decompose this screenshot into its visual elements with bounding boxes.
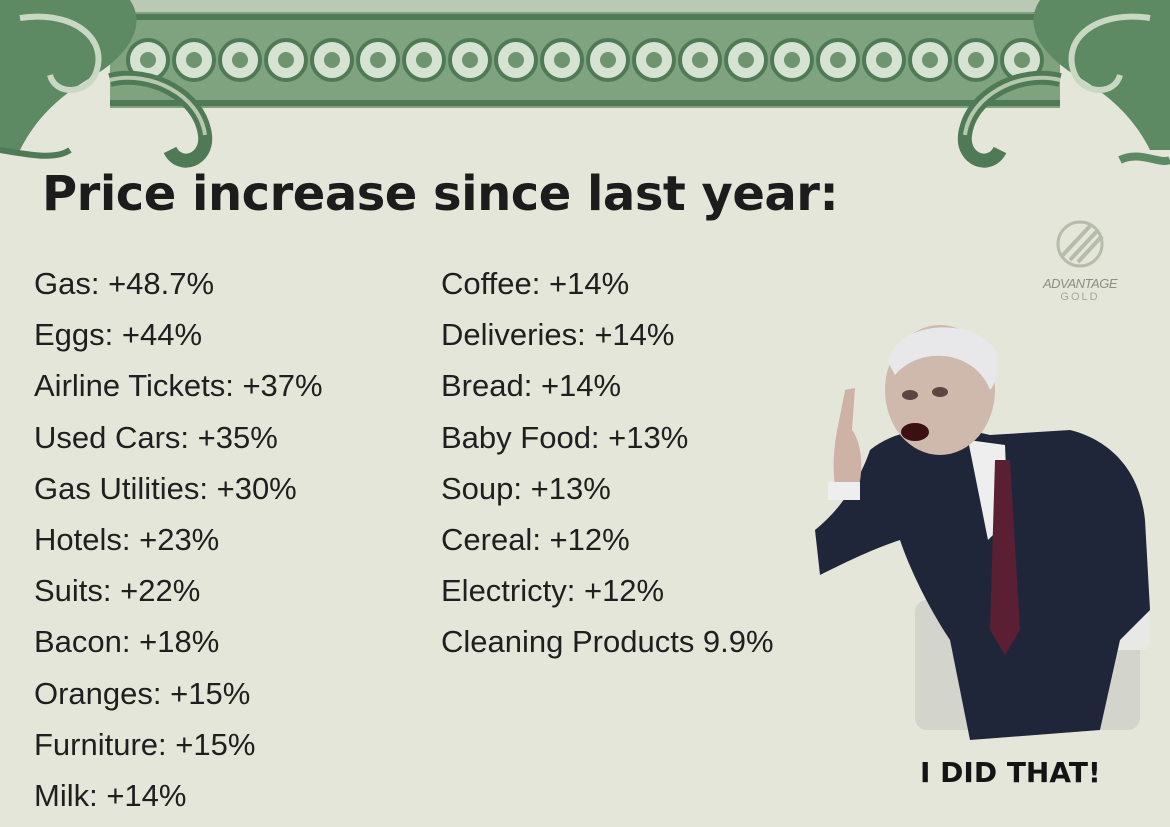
pointing-man-figure [815, 325, 1150, 740]
price-list-right: Coffee: +14% Deliveries: +14% Bread: +14… [441, 262, 774, 672]
price-list-left: Gas: +48.7% Eggs: +44% Airline Tickets: … [34, 262, 323, 825]
list-item: Suits: +22% [34, 573, 201, 609]
list-item: Bread: +14% [441, 368, 622, 404]
list-item: Gas: +48.7% [34, 266, 215, 301]
list-item: Electricty: +12% [441, 573, 665, 609]
logo-name: ADVANTAGE [1042, 276, 1118, 291]
list-item: Furniture: +15% [34, 726, 256, 762]
list-item: Coffee: +14% [441, 266, 630, 301]
list-item: Hotels: +23% [34, 521, 220, 557]
list-item: Soup: +13% [441, 470, 611, 506]
page-title: Price increase since last year: [42, 166, 839, 222]
caption-sticker: I DID THAT! [920, 756, 1101, 789]
list-item: Cleaning Products 9.9% [441, 624, 774, 660]
list-item: Milk: +14% [34, 777, 187, 813]
logo-mark-icon [1056, 220, 1104, 268]
list-item: Bacon: +18% [34, 624, 220, 660]
logo-sub: GOLD [1060, 291, 1100, 303]
list-item: Oranges: +15% [34, 675, 251, 711]
list-item: Deliveries: +14% [441, 317, 675, 353]
list-item: Eggs: +44% [34, 317, 203, 353]
banknote-border-decoration [0, 0, 1170, 168]
list-item: Used Cars: +35% [34, 419, 278, 455]
list-item: Cereal: +12% [441, 521, 630, 557]
watermark-logo: ADVANTAGE GOLD [1010, 216, 1150, 303]
list-item: Gas Utilities: +30% [34, 470, 297, 506]
list-item: Airline Tickets: +37% [34, 368, 323, 404]
list-item: Baby Food: +13% [441, 419, 689, 455]
